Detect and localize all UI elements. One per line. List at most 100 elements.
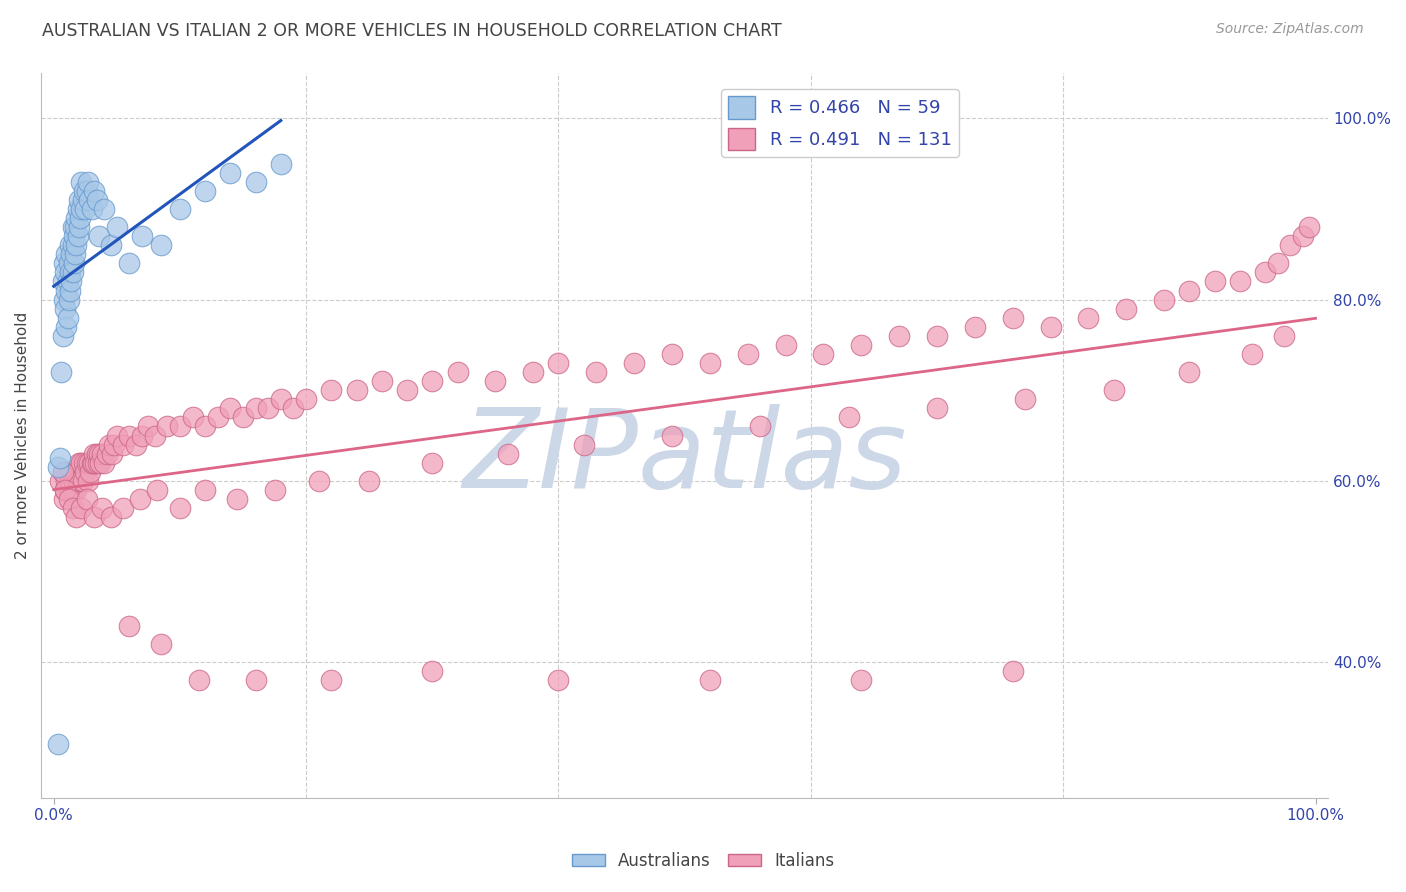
Point <box>65 211 87 225</box>
Point <box>55 247 77 261</box>
Point <box>1115 301 1137 316</box>
Point <box>89 229 111 244</box>
Point <box>63 256 86 270</box>
Point <box>80 202 103 216</box>
Point <box>1001 664 1024 678</box>
Point <box>321 673 343 688</box>
Point <box>138 419 160 434</box>
Point <box>118 256 141 270</box>
Point <box>67 193 90 207</box>
Point <box>63 474 86 488</box>
Point <box>149 637 172 651</box>
Point <box>484 374 506 388</box>
Point <box>225 491 247 506</box>
Point <box>169 202 191 216</box>
Point <box>112 437 135 451</box>
Point <box>105 220 128 235</box>
Point <box>70 501 93 516</box>
Point <box>547 356 569 370</box>
Point <box>270 156 292 170</box>
Point <box>522 365 544 379</box>
Point <box>77 456 100 470</box>
Point <box>55 284 77 298</box>
Point <box>83 510 105 524</box>
Point <box>100 510 122 524</box>
Point <box>51 275 73 289</box>
Point <box>887 328 910 343</box>
Point <box>86 193 108 207</box>
Point <box>80 456 103 470</box>
Point <box>420 374 443 388</box>
Point <box>59 265 82 279</box>
Point <box>395 383 418 397</box>
Point <box>62 265 84 279</box>
Point <box>89 456 111 470</box>
Point <box>51 365 73 379</box>
Point <box>53 483 76 497</box>
Point <box>1178 365 1201 379</box>
Point <box>76 184 98 198</box>
Point <box>77 193 100 207</box>
Point <box>66 202 89 216</box>
Point <box>55 319 77 334</box>
Point <box>321 383 343 397</box>
Point <box>76 456 98 470</box>
Point <box>169 419 191 434</box>
Point <box>83 184 105 198</box>
Y-axis label: 2 or more Vehicles in Household: 2 or more Vehicles in Household <box>15 312 30 559</box>
Point <box>63 220 86 235</box>
Point <box>131 428 153 442</box>
Point <box>283 401 305 416</box>
Point <box>1077 310 1099 325</box>
Point <box>100 238 122 252</box>
Point <box>75 202 97 216</box>
Point <box>1267 256 1289 270</box>
Point <box>56 465 79 479</box>
Point <box>63 465 86 479</box>
Point <box>49 451 72 466</box>
Point <box>56 310 79 325</box>
Point <box>572 437 595 451</box>
Point <box>661 428 683 442</box>
Point <box>245 175 267 189</box>
Point <box>53 301 76 316</box>
Point <box>60 247 83 261</box>
Point <box>49 474 72 488</box>
Point <box>1279 238 1302 252</box>
Point <box>146 483 169 497</box>
Point <box>65 238 87 252</box>
Point <box>53 265 76 279</box>
Point <box>1298 220 1320 235</box>
Point <box>661 347 683 361</box>
Point <box>1254 265 1277 279</box>
Point <box>70 175 93 189</box>
Point <box>232 410 254 425</box>
Point <box>72 474 94 488</box>
Point <box>56 275 79 289</box>
Point <box>65 510 87 524</box>
Point <box>51 328 73 343</box>
Point <box>181 410 204 425</box>
Point <box>1039 319 1062 334</box>
Point <box>58 256 80 270</box>
Point <box>86 447 108 461</box>
Point <box>128 491 150 506</box>
Point <box>59 238 82 252</box>
Point <box>51 465 73 479</box>
Point <box>187 673 209 688</box>
Legend: Australians, Italians: Australians, Italians <box>565 846 841 877</box>
Point <box>699 673 721 688</box>
Point <box>90 447 112 461</box>
Point <box>60 465 83 479</box>
Point <box>775 338 797 352</box>
Point <box>67 220 90 235</box>
Point <box>84 456 107 470</box>
Point <box>925 401 948 416</box>
Point <box>219 401 242 416</box>
Point <box>346 383 368 397</box>
Point <box>73 456 96 470</box>
Point <box>446 365 468 379</box>
Point <box>125 437 148 451</box>
Point <box>89 447 111 461</box>
Point <box>112 501 135 516</box>
